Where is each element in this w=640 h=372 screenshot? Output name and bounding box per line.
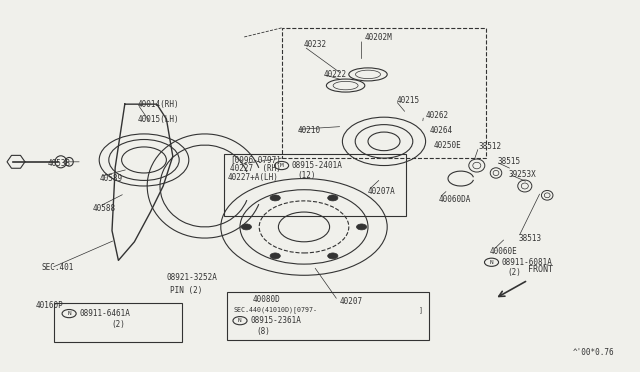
Bar [282,28,486,158]
Text: 08911-6081A: 08911-6081A [502,258,552,267]
Circle shape [241,224,252,230]
Bar [54,303,182,342]
Text: [0996-0797]: [0996-0797] [230,155,281,164]
Text: N: N [490,260,493,265]
Circle shape [270,195,280,201]
Text: 40060DA: 40060DA [438,195,471,203]
Text: PIN (2): PIN (2) [170,286,202,295]
Text: (12): (12) [297,171,316,180]
Text: (8): (8) [256,327,270,336]
Circle shape [328,195,338,201]
Text: N: N [67,311,71,316]
Text: 40207A: 40207A [368,187,396,196]
Text: 40080D: 40080D [253,295,280,304]
Text: 40589: 40589 [99,174,122,183]
Text: 40215: 40215 [397,96,420,105]
Text: 40264: 40264 [430,126,453,135]
Text: (2): (2) [507,268,521,277]
Text: SEC.440(41010D)[0797-: SEC.440(41010D)[0797- [234,306,317,313]
Text: 40207: 40207 [339,297,362,306]
Text: 40533: 40533 [48,159,71,168]
Text: SEC.401: SEC.401 [42,263,74,272]
Text: 39253X: 39253X [509,170,536,179]
Text: 40227+A(LH): 40227+A(LH) [228,173,278,182]
Text: 40588: 40588 [93,204,116,213]
Circle shape [270,253,280,259]
Text: 40202M: 40202M [365,33,392,42]
Text: 40232: 40232 [304,40,327,49]
Bar [224,154,406,216]
Text: ]: ] [419,306,423,313]
Text: 08915-2361A: 08915-2361A [251,316,301,325]
Circle shape [356,224,367,230]
Text: 08921-3252A: 08921-3252A [166,273,217,282]
Text: 40222: 40222 [323,70,346,79]
Text: 40160P: 40160P [35,301,63,310]
Text: 08915-2401A: 08915-2401A [292,161,342,170]
Text: 40015(LH): 40015(LH) [138,115,179,124]
Text: 38512: 38512 [479,142,502,151]
Bar [227,292,429,340]
Text: 40014(RH): 40014(RH) [138,100,179,109]
Text: ^'00*0.76: ^'00*0.76 [573,348,614,357]
Text: 38513: 38513 [518,234,541,243]
Text: 40250E: 40250E [434,141,461,150]
Text: N: N [238,318,242,323]
Text: 40210: 40210 [298,126,321,135]
Text: 38515: 38515 [498,157,521,166]
Text: 40060E: 40060E [490,247,517,256]
Circle shape [328,253,338,259]
Text: M: M [280,163,284,168]
Text: 08911-6461A: 08911-6461A [80,309,131,318]
Text: (2): (2) [111,320,125,329]
Text: FRONT: FRONT [528,265,553,274]
Text: 40262: 40262 [426,111,449,120]
Text: 40227  (RH): 40227 (RH) [230,164,281,173]
